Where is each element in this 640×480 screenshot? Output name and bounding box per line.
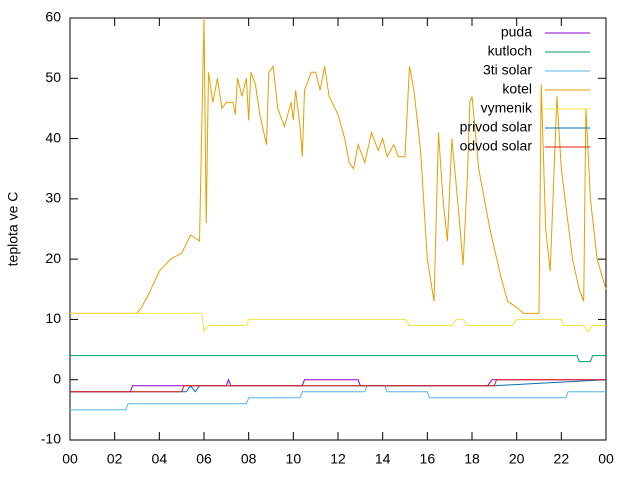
series-line (70, 379, 606, 393)
series-line (70, 385, 606, 411)
x-tick-label: 14 (375, 451, 391, 467)
x-tick-label: 02 (107, 451, 123, 467)
x-tick-label: 10 (286, 451, 302, 467)
y-tick-label: 40 (45, 129, 61, 145)
x-tick-label: 00 (62, 451, 78, 467)
legend-label: kotel (502, 81, 532, 97)
y-tick-label: 10 (45, 310, 61, 326)
x-tick-label: 18 (464, 451, 480, 467)
x-tick-label: 04 (152, 451, 168, 467)
legend-label: vymenik (481, 100, 533, 116)
legend-label: puda (501, 24, 532, 40)
y-tick-label: 0 (53, 370, 61, 386)
x-tick-label: 12 (330, 451, 346, 467)
series-line (70, 17, 607, 314)
x-tick-label: 06 (196, 451, 212, 467)
x-tick-label: 00 (598, 451, 614, 467)
legend-label: kutloch (488, 43, 532, 59)
y-tick-label: 60 (45, 9, 61, 25)
series-line (70, 355, 606, 363)
y-tick-label: 20 (45, 250, 61, 266)
x-tick-label: 22 (554, 451, 570, 467)
y-tick-label: 30 (45, 190, 61, 206)
y-tick-label: 50 (45, 69, 61, 85)
legend-label: privod solar (460, 119, 533, 135)
legend-label: 3ti solar (483, 62, 532, 78)
x-tick-label: 08 (241, 451, 257, 467)
legend-label: odvod solar (460, 138, 533, 154)
y-axis-label: teplota ve C (5, 192, 21, 267)
series-line (70, 312, 606, 333)
x-tick-label: 16 (420, 451, 436, 467)
y-tick-label: -10 (41, 431, 61, 447)
x-tick-label: 20 (509, 451, 525, 467)
